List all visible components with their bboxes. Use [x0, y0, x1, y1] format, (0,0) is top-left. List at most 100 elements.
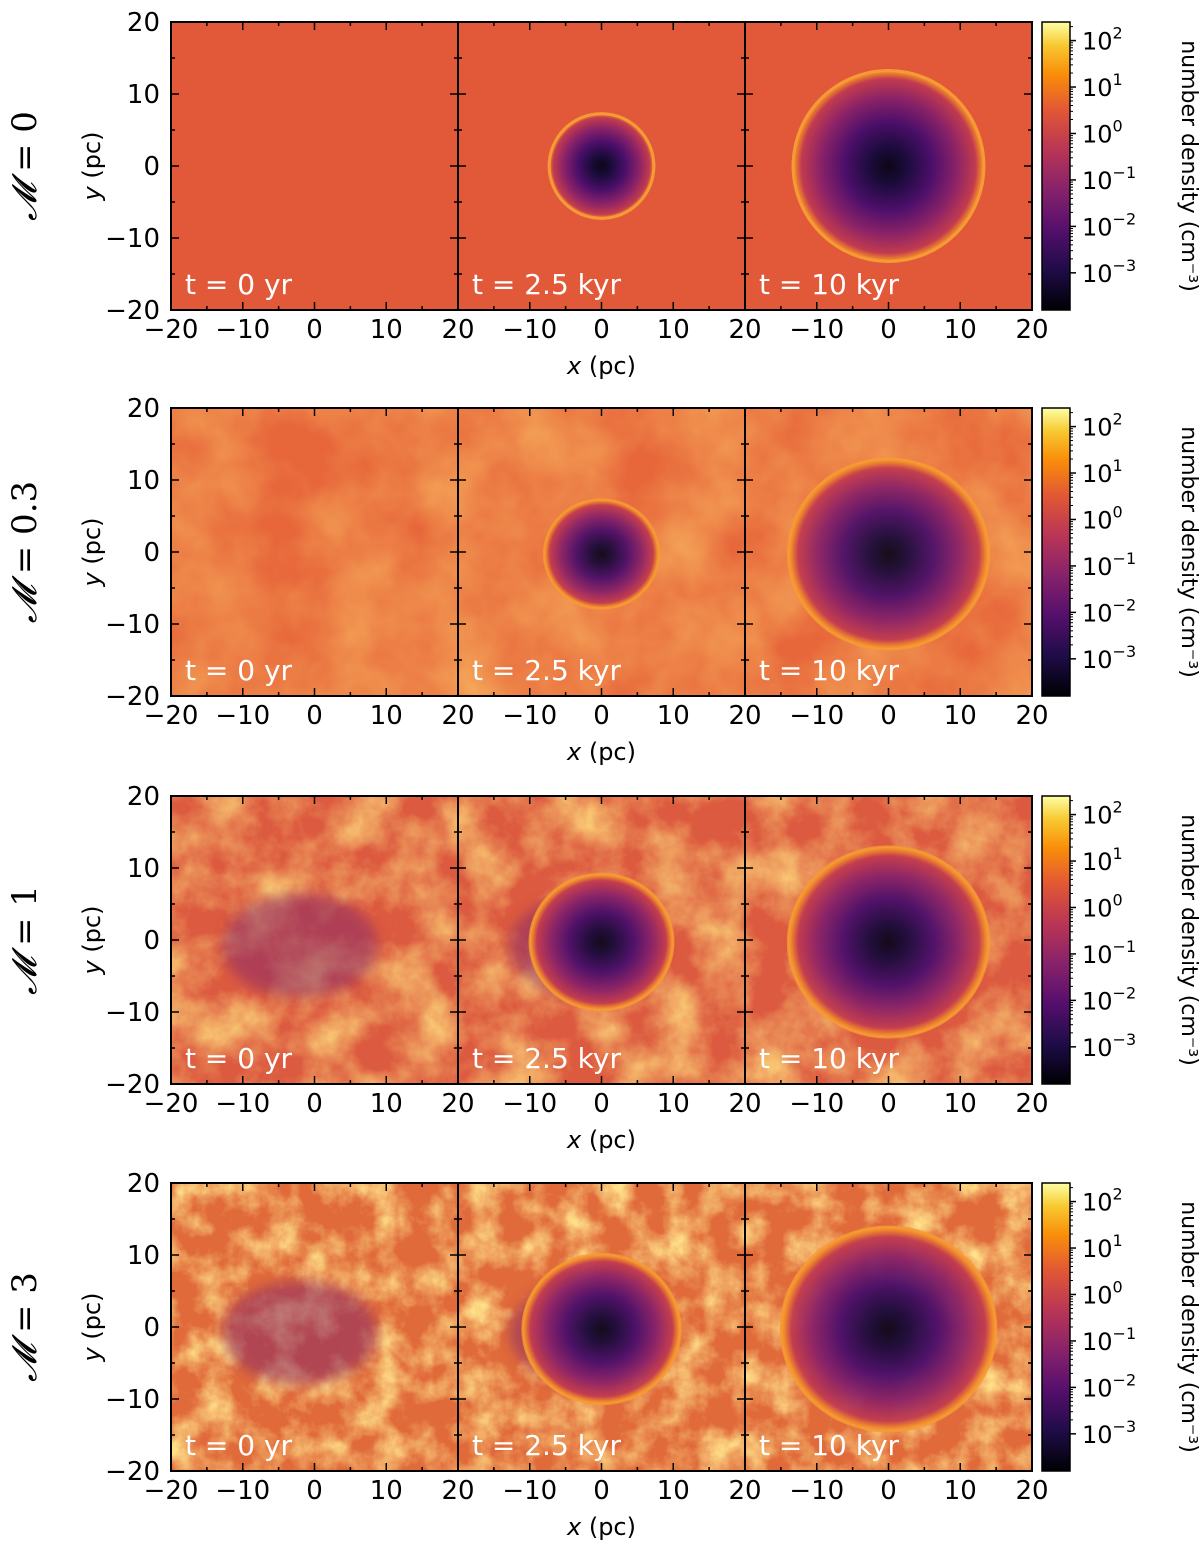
row-label-value: = 1 [5, 885, 45, 957]
panel-image [458, 1183, 745, 1471]
x-tick-label: 20 [1015, 1476, 1048, 1506]
x-axis-label: x (pc) [566, 1513, 636, 1541]
y-axis-label: y (pc) [78, 1293, 106, 1363]
colorbar-tick-exponent: 1 [1113, 1231, 1123, 1250]
shock-shell [786, 845, 991, 1039]
x-tick-label: 20 [1015, 1089, 1048, 1119]
x-tick-label: −10 [502, 1089, 557, 1119]
colorbar-tick-label: 10−2 [1082, 1370, 1136, 1402]
panel: t = 10 kyr −10 0 10 20 [744, 21, 1049, 345]
colorbar-tick-exponent: 0 [1113, 890, 1123, 909]
panel-image [745, 22, 1032, 310]
time-label: t = 2.5 kyr [472, 1429, 621, 1462]
y-tick-label: 0 [143, 152, 160, 182]
x-tick-label: 0 [593, 701, 610, 731]
x-tick-label: 20 [1015, 701, 1048, 731]
bubble [780, 1226, 997, 1432]
colorbar-tick-label: 10−3 [1082, 1417, 1136, 1449]
colorbar-label: number density (cm⁻³) [1176, 814, 1200, 1066]
panel: t = 2.5 kyr −10 0 10 20 [457, 795, 762, 1119]
colorbar-label: number density (cm⁻³) [1176, 426, 1200, 678]
shock-shell [786, 457, 991, 651]
x-tick-label: −20 [144, 1476, 199, 1506]
y-axis-label: y (pc) [78, 518, 106, 588]
x-axis-var: x [566, 1513, 582, 1541]
shock-shell [547, 112, 656, 220]
x-tick-label: 20 [441, 1089, 474, 1119]
x-tick-label: 20 [441, 1476, 474, 1506]
y-tick-label: 0 [143, 538, 160, 568]
time-label: t = 10 kyr [759, 268, 900, 301]
x-tick-label: 0 [306, 1476, 323, 1506]
colorbar-tick-exponent: −3 [1113, 642, 1137, 661]
x-tick-label: 0 [880, 315, 897, 345]
x-axis-var: x [566, 1126, 582, 1154]
panel-background [171, 22, 458, 310]
bubble [529, 873, 674, 1011]
panel-image [458, 796, 745, 1084]
x-axis-unit: (pc) [581, 738, 636, 766]
y-tick-label: −10 [105, 1385, 160, 1415]
y-tick-label: 20 [127, 782, 160, 812]
colorbar-tick-label: 10−2 [1082, 209, 1136, 241]
colorbar-tick-exponent: 2 [1113, 410, 1123, 429]
x-tick-label: −10 [215, 315, 270, 345]
x-tick-label: 10 [370, 701, 403, 731]
y-tick-label: −10 [105, 998, 160, 1028]
x-tick-label: −20 [144, 315, 199, 345]
colorbar-tick-exponent: −1 [1113, 163, 1137, 182]
colorbar-tick-label: 10−3 [1082, 642, 1136, 674]
y-axis-var: y [78, 572, 106, 588]
y-tick-label: 20 [127, 8, 160, 38]
x-tick-label: 20 [728, 1476, 761, 1506]
colorbar-tick-label: 102 [1082, 1185, 1123, 1217]
colorbar-label: number density (cm⁻³) [1176, 1201, 1200, 1453]
bubble [522, 1254, 681, 1404]
x-tick-label: 0 [880, 1476, 897, 1506]
colorbar-tick-label: 101 [1082, 70, 1123, 102]
colorbar-tick-label: 101 [1082, 456, 1123, 488]
colorbar-tick-label: 100 [1082, 890, 1123, 922]
colorbar-tick-exponent: 2 [1113, 24, 1123, 43]
colorbar-tick-label: 100 [1082, 502, 1123, 534]
x-axis-label: x (pc) [566, 738, 636, 766]
time-label: t = 0 yr [185, 1042, 293, 1075]
y-tick-label: 10 [127, 854, 160, 884]
x-tick-label: 0 [880, 701, 897, 731]
colorbar-tick-label: 10−1 [1082, 163, 1136, 195]
row-label-value: = 0.3 [5, 481, 45, 585]
colorbar-tick-exponent: 1 [1113, 456, 1123, 475]
colorbar-tick-label: 101 [1082, 844, 1123, 876]
bubble [788, 458, 989, 650]
shock-shell [521, 1252, 682, 1406]
y-axis-unit: (pc) [78, 518, 106, 573]
y-axis-unit: (pc) [78, 132, 106, 187]
panel-image [745, 796, 1032, 1084]
time-label: t = 0 yr [185, 654, 293, 687]
y-axis-var: y [78, 186, 106, 202]
y-axis-label: y (pc) [78, 132, 106, 202]
panel-image [745, 408, 1032, 696]
row-label-value: = 3 [5, 1272, 45, 1344]
colorbar-tick-exponent: −3 [1113, 1417, 1137, 1436]
x-tick-label: −10 [215, 1476, 270, 1506]
row-label-value: = 0 [5, 111, 45, 183]
x-tick-label: 20 [728, 701, 761, 731]
x-tick-label: 0 [306, 701, 323, 731]
colorbar-tick-exponent: −2 [1113, 595, 1137, 614]
x-tick-label: −10 [789, 701, 844, 731]
time-label: t = 0 yr [185, 1429, 293, 1462]
colorbar-gradient [1041, 21, 1071, 311]
x-axis-unit: (pc) [581, 352, 636, 380]
time-label: t = 10 kyr [759, 654, 900, 687]
x-tick-label: 10 [657, 315, 690, 345]
colorbar-tick-label: 102 [1082, 410, 1123, 442]
x-tick-label: −10 [502, 1476, 557, 1506]
shock-shell [791, 69, 986, 263]
colorbar-tick-exponent: −2 [1113, 983, 1137, 1002]
y-axis-unit: (pc) [78, 1293, 106, 1348]
time-label: t = 10 kyr [759, 1042, 900, 1075]
